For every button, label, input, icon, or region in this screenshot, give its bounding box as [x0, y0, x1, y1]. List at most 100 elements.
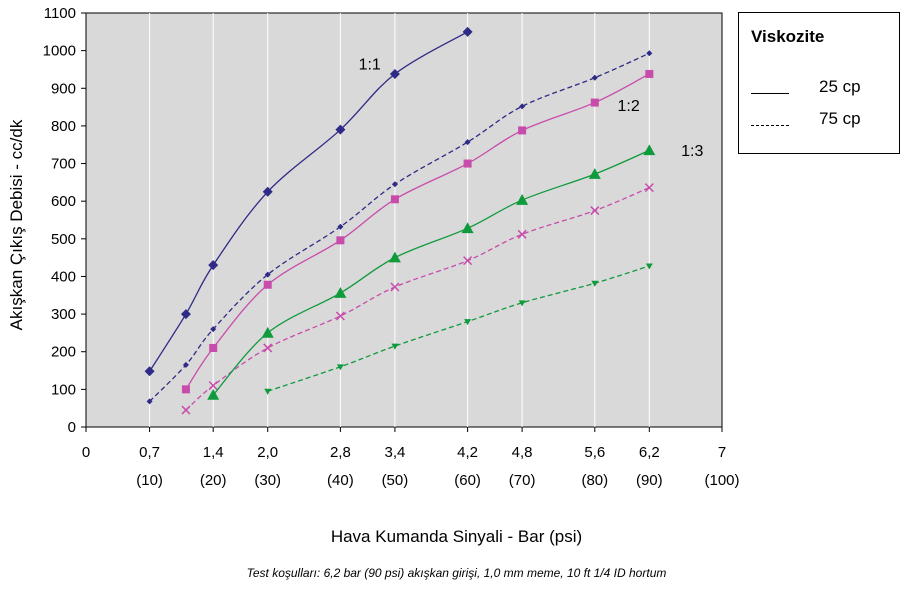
data-point: [146, 398, 153, 405]
x-tick-sublabel: (50): [382, 472, 409, 489]
data-point: [463, 256, 473, 266]
data-point: [645, 263, 653, 270]
plot-area: [85, 12, 723, 428]
y-tick-label: 500: [51, 231, 76, 248]
y-tick-label: 400: [51, 268, 76, 285]
data-point: [463, 159, 472, 168]
data-point: [335, 124, 346, 135]
x-tick-sublabel: (20): [200, 472, 227, 489]
data-point: [464, 319, 472, 326]
x-tick-label: 2,0: [257, 444, 278, 461]
data-point: [263, 343, 273, 353]
x-tick-sublabel: (80): [581, 472, 608, 489]
data-point: [264, 388, 272, 395]
data-point: [182, 361, 189, 368]
data-point: [516, 194, 529, 205]
x-tick-sublabel: (100): [704, 472, 739, 489]
data-point: [588, 168, 601, 179]
data-point: [591, 280, 599, 287]
legend-label: 25 cp: [819, 77, 861, 96]
data-point: [208, 381, 218, 391]
data-point: [264, 271, 271, 278]
x-tick-label: 7: [718, 444, 726, 461]
series-1-1-25cp: [144, 26, 473, 377]
y-tick-label: 100: [51, 381, 76, 398]
legend: Viskozite 25 cp 75 cp: [738, 12, 900, 154]
x-tick-label: 3,4: [384, 444, 405, 461]
data-point: [207, 389, 220, 400]
data-point: [181, 405, 191, 415]
data-point: [334, 287, 347, 298]
series-1-2-25cp: [181, 69, 654, 394]
y-tick-label: 700: [51, 156, 76, 173]
ratio-label: 1:1: [359, 56, 381, 73]
data-point: [518, 126, 527, 135]
data-point: [517, 229, 527, 239]
data-point: [389, 68, 400, 79]
x-tick-sublabel: (10): [136, 472, 163, 489]
data-point: [208, 260, 219, 271]
data-point: [144, 366, 155, 377]
data-point: [335, 311, 345, 321]
x-tick-label: 4,2: [457, 444, 478, 461]
x-tick-label: 4,8: [512, 444, 533, 461]
y-tick-label: 800: [51, 118, 76, 135]
data-point: [262, 186, 273, 197]
series-1-1-75cp: [146, 50, 653, 405]
x-axis-ticks: 0 0,7 (10) 1,4 (20) 2,0 (30) 2,8 (40) 3,4 (50) 4,2 (…: [82, 427, 740, 489]
y-tick-label: 1100: [44, 5, 76, 22]
series-line: [149, 52, 650, 402]
data-point: [591, 74, 598, 81]
data-point: [263, 280, 272, 289]
x-tick-sublabel: (40): [327, 472, 354, 489]
data-point: [462, 26, 473, 37]
x-tick-sublabel: (60): [454, 472, 481, 489]
x-tick-label: 1,4: [203, 444, 224, 461]
x-tick-label: 5,6: [584, 444, 605, 461]
series-1-2-75cp: [181, 183, 654, 415]
y-axis-ticks: 0 100 200 300 400 500 600 700 800 900 1000 1100: [43, 5, 86, 436]
legend-dashed-line: [751, 125, 789, 126]
data-point: [519, 103, 526, 110]
x-tick-label: 0: [82, 444, 90, 461]
data-point: [464, 139, 471, 146]
y-tick-label: 200: [51, 344, 76, 361]
data-point: [646, 50, 653, 57]
x-tick-sublabel: (70): [509, 472, 536, 489]
data-point: [644, 183, 654, 193]
data-point: [391, 181, 398, 188]
data-point: [390, 282, 400, 292]
x-tick-label: 6,2: [639, 444, 660, 461]
x-tick-label: 2,8: [330, 444, 351, 461]
ratio-label: 1:3: [681, 143, 703, 160]
data-point: [388, 251, 401, 263]
x-tick-sublabel: (30): [254, 472, 281, 489]
data-point: [336, 364, 344, 371]
legend-solid-line: [751, 93, 789, 94]
y-tick-label: 300: [51, 306, 76, 323]
legend-entry-solid: 25 cp: [739, 77, 899, 101]
y-tick-label: 0: [68, 419, 76, 436]
data-point: [590, 98, 599, 107]
series-1-3-25cp: [207, 144, 656, 400]
series-1-3-75cp: [264, 263, 653, 395]
x-tick-label: 0,7: [139, 444, 160, 461]
y-tick-label: 1000: [43, 43, 76, 60]
x-tick-sublabel: (90): [636, 472, 663, 489]
data-point: [590, 206, 600, 216]
y-tick-label: 600: [51, 193, 76, 210]
legend-title: Viskozite: [751, 27, 825, 46]
data-point: [390, 195, 399, 204]
data-point: [261, 326, 274, 338]
data-point: [391, 343, 399, 350]
data-point: [645, 69, 654, 78]
grid-lines: [149, 13, 650, 427]
data-point: [336, 236, 345, 245]
y-tick-label: 900: [51, 80, 76, 97]
x-axis-label: Hava Kumanda Sinyali - Bar (psi): [330, 527, 583, 546]
data-point: [337, 223, 344, 230]
caption: Test koşulları: 6,2 bar (90 psi) akışkan…: [246, 566, 667, 580]
ratio-label: 1:2: [618, 98, 640, 115]
data-point: [518, 300, 526, 307]
